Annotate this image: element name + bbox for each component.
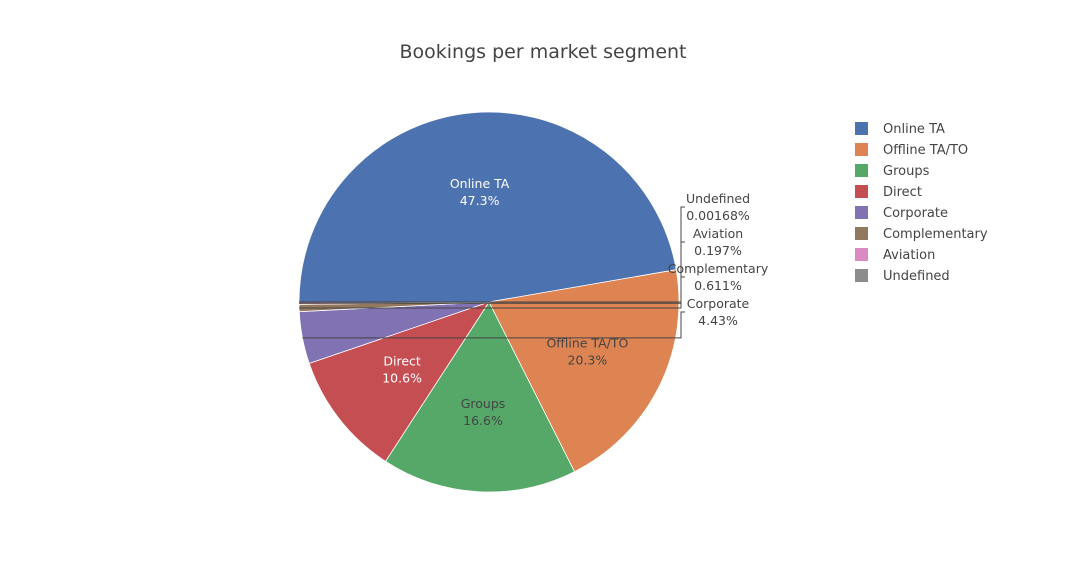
legend-swatch	[855, 122, 868, 135]
outside-percent-corporate: 4.43%	[698, 313, 738, 328]
legend-label: Corporate	[883, 206, 948, 221]
slice-labels: Online TA 47.3% Offline TA/TO 20.3% Groups 16…	[299, 176, 769, 428]
legend-item-complementary[interactable]: Complementary	[855, 227, 988, 242]
outside-percent-undefined: 0.00168%	[686, 208, 750, 223]
legend-swatch	[855, 269, 868, 282]
chart-title: Bookings per market segment	[399, 41, 686, 63]
legend-label: Aviation	[883, 248, 935, 263]
legend: Online TA Offline TA/TO Groups Direct Corpor…	[855, 122, 988, 284]
legend-label: Groups	[883, 164, 930, 179]
pie-slices	[298, 111, 680, 493]
legend-swatch	[855, 248, 868, 261]
slice-label-offline-ta-to: Offline TA/TO	[546, 336, 628, 351]
legend-item-aviation[interactable]: Aviation	[855, 248, 935, 263]
legend-label: Undefined	[883, 269, 950, 284]
legend-label: Direct	[883, 185, 922, 200]
outside-percent-aviation: 0.197%	[694, 243, 742, 258]
slice-label-direct: Direct	[383, 354, 421, 369]
leader-line-complementary	[299, 276, 685, 309]
slice-percent-groups: 16.6%	[463, 413, 503, 428]
legend-swatch	[855, 227, 868, 240]
legend-label: Online TA	[883, 122, 945, 137]
pie-slice-direct[interactable]	[308, 301, 490, 462]
legend-swatch	[855, 206, 868, 219]
outside-label-corporate: Corporate	[687, 296, 750, 311]
slice-percent-offline-ta-to: 20.3%	[568, 353, 608, 368]
pie-slice-online-ta[interactable]	[298, 111, 677, 303]
legend-item-undefined[interactable]: Undefined	[855, 269, 950, 284]
slice-percent-direct: 10.6%	[382, 371, 422, 386]
legend-item-online-ta[interactable]: Online TA	[855, 122, 945, 137]
leader-line-aviation	[299, 241, 685, 304]
legend-item-corporate[interactable]: Corporate	[855, 206, 948, 221]
outside-percent-complementary: 0.611%	[694, 278, 742, 293]
legend-swatch	[855, 164, 868, 177]
legend-swatch	[855, 143, 868, 156]
legend-item-groups[interactable]: Groups	[855, 164, 930, 179]
slice-label-online-ta: Online TA	[450, 176, 510, 191]
legend-label: Complementary	[883, 227, 988, 242]
legend-swatch	[855, 185, 868, 198]
legend-item-offline-ta-to[interactable]: Offline TA/TO	[855, 143, 968, 158]
leader-line-corporate	[302, 311, 685, 339]
slice-label-groups: Groups	[461, 396, 506, 411]
outside-label-complementary: Complementary	[668, 261, 769, 276]
outside-label-undefined: Undefined	[686, 191, 750, 206]
slice-percent-online-ta: 47.3%	[460, 193, 500, 208]
outside-label-aviation: Aviation	[693, 226, 743, 241]
pie-slice-groups[interactable]	[384, 301, 576, 493]
pie-slice-offline-ta-to[interactable]	[488, 269, 680, 473]
legend-item-direct[interactable]: Direct	[855, 185, 922, 200]
legend-label: Offline TA/TO	[883, 143, 968, 158]
